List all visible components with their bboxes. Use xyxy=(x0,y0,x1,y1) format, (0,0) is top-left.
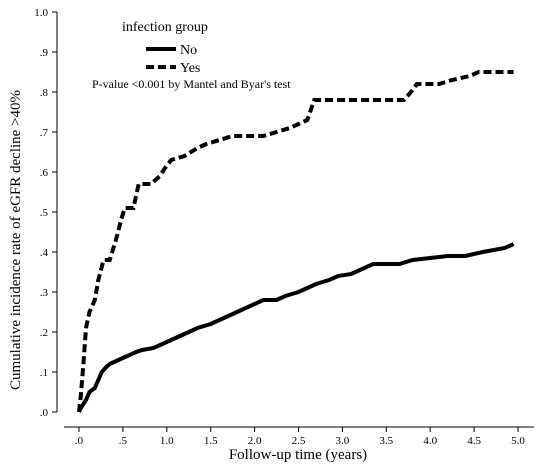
series-layer xyxy=(77,70,515,413)
test-annotation: P-value <0.001 by Mantel and Byar's test xyxy=(92,77,291,91)
x-tick-label: 2.5 xyxy=(292,435,306,447)
x-tick-label: 3.0 xyxy=(336,435,350,447)
series-line-yes xyxy=(77,70,514,413)
y-tick-label: .1 xyxy=(40,367,48,379)
y-tick-label: .6 xyxy=(40,167,49,179)
y-axis-label: Cumulative incidence rate of eGFR declin… xyxy=(8,90,24,390)
x-axis-label: Follow-up time (years) xyxy=(229,447,367,463)
y-tick-label: .7 xyxy=(40,127,49,139)
x-tick-label: 4.0 xyxy=(423,435,437,447)
y-tick-label: 1.0 xyxy=(34,7,48,19)
y-ticks: .0 .1 .2 .3 .4 .5 .6 .7 .8 .9 1.0 xyxy=(34,7,57,419)
series-line-no xyxy=(77,242,515,413)
legend: infection group No Yes P-value <0.001 by… xyxy=(92,20,291,91)
x-tick-label: 1.0 xyxy=(160,435,174,447)
y-tick-label: .3 xyxy=(40,287,49,299)
legend-label-yes: Yes xyxy=(180,61,200,76)
x-tick-label: 5.0 xyxy=(511,435,525,447)
x-ticks: .0 .5 1.0 1.5 2.0 2.5 3.0 3.5 4.0 4.5 5.0 xyxy=(75,427,525,447)
x-tick-label: 1.5 xyxy=(204,435,218,447)
x-tick-label: 4.5 xyxy=(467,435,481,447)
y-tick-label: .5 xyxy=(40,207,49,219)
legend-label-no: No xyxy=(180,43,197,58)
axes xyxy=(56,12,534,428)
x-tick-label: .5 xyxy=(119,435,128,447)
y-tick-label: .2 xyxy=(40,327,48,339)
x-tick-label: 3.5 xyxy=(379,435,393,447)
y-tick-label: .8 xyxy=(40,87,49,99)
x-tick-label: .0 xyxy=(75,435,84,447)
x-tick-label: 2.0 xyxy=(248,435,262,447)
y-tick-label: .4 xyxy=(40,247,49,259)
legend-title: infection group xyxy=(122,20,208,35)
y-tick-label: .9 xyxy=(40,47,49,59)
y-tick-label: .0 xyxy=(40,407,49,419)
